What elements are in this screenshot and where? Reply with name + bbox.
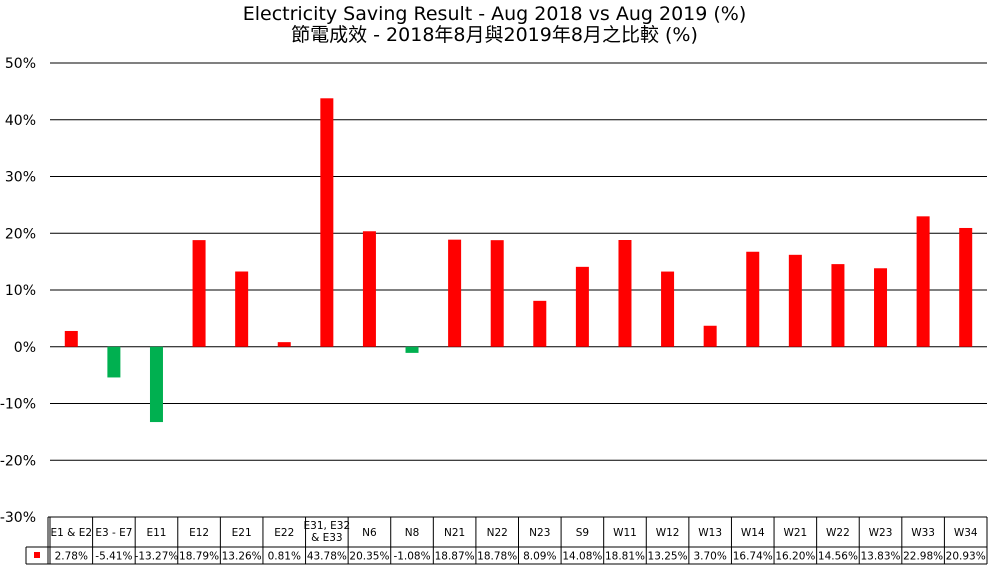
y-tick-label: -10% [0,397,36,413]
category-label: W13 [698,527,722,539]
bar [149,346,163,423]
data-label: 13.83% [860,551,900,563]
legend-marker [34,552,40,558]
data-label: 18.78% [477,551,517,563]
category-label: E3 - E7 [95,527,132,539]
category-label: N22 [487,527,508,539]
category-label: E21 [232,527,252,539]
bar [405,346,419,353]
category-label: E11 [146,527,166,539]
bar [235,271,249,347]
data-label: 8.09% [523,551,556,563]
category-label: N21 [444,527,465,539]
data-label: 14.08% [562,551,602,563]
category-label: S9 [576,527,589,539]
data-label: 18.81% [605,551,645,563]
chart-title: Electricity Saving Result - Aug 2018 vs … [242,3,747,25]
bar [533,300,547,347]
data-label: -13.27% [135,551,179,563]
bar [916,216,930,347]
y-tick-label: 20% [5,226,36,242]
y-tick-label: 10% [5,283,36,299]
data-label: 14.56% [818,551,858,563]
category-label: E12 [189,527,209,539]
data-label: 22.98% [903,551,943,563]
category-label: W22 [826,527,850,539]
bar [362,231,376,347]
bar [959,227,973,347]
bar [746,251,760,347]
data-label: 13.26% [222,551,262,563]
data-label: 18.79% [179,551,219,563]
bar [277,342,291,347]
bar [320,98,334,347]
chart-subtitle: 節電成效 - 2018年8月與2019年8月之比較 (%) [291,24,698,46]
bar [874,268,888,347]
data-label: 16.20% [775,551,815,563]
bar [618,240,632,347]
data-label: 20.35% [349,551,389,563]
data-label: 13.25% [648,551,688,563]
y-tick-label: 50% [5,56,36,72]
data-label: -5.41% [95,551,132,563]
data-label: 43.78% [307,551,347,563]
y-tick-label: 40% [5,113,36,129]
data-label: 0.81% [268,551,301,563]
category-label: W21 [783,527,807,539]
y-tick-label: 0% [14,340,36,356]
bar [448,239,462,347]
bar [107,346,121,378]
category-label: N23 [529,527,550,539]
bar [703,325,717,347]
category-label: W12 [656,527,680,539]
data-label: 20.93% [946,551,986,563]
bar [788,254,802,347]
data-label: 18.87% [435,551,475,563]
data-label: 2.78% [55,551,88,563]
data-label: 16.74% [733,551,773,563]
category-label: W11 [613,527,637,539]
bar [192,240,206,347]
category-label: E31, E32 [304,520,351,532]
bar [575,266,589,347]
category-label: W23 [869,527,893,539]
y-tick-label: 30% [5,170,36,186]
bar [661,271,675,347]
data-label: 3.70% [693,551,726,563]
category-label: E22 [274,527,294,539]
category-label: W34 [954,527,978,539]
category-label: W14 [741,527,765,539]
y-tick-label: -30% [0,510,36,526]
bar [831,264,845,347]
data-label: -1.08% [393,551,430,563]
bar [490,240,504,347]
y-tick-label: -20% [0,453,36,469]
category-label: & E33 [311,532,343,544]
bar [64,330,78,347]
category-label: E1 & E2 [51,527,93,539]
category-label: N6 [362,527,377,539]
category-label: N8 [405,527,420,539]
category-label: W33 [911,527,935,539]
